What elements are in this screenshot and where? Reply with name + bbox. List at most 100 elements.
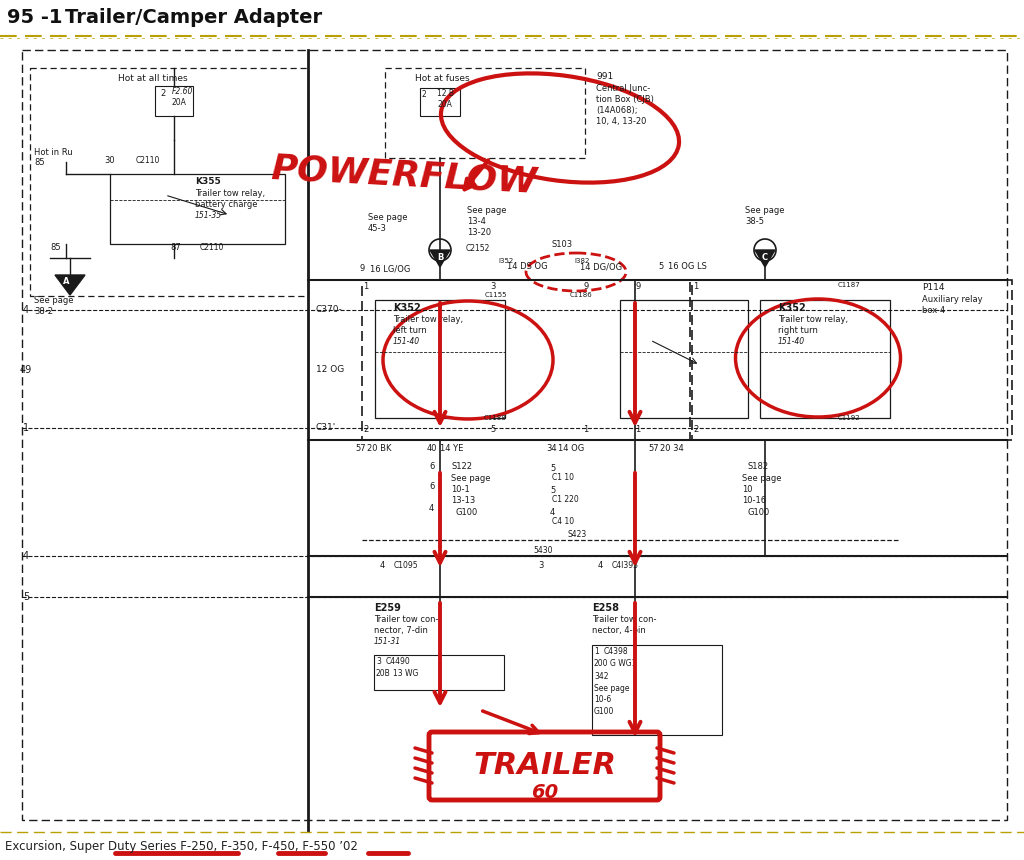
Text: 5: 5	[550, 464, 555, 473]
Text: 6: 6	[429, 482, 434, 491]
Text: 200: 200	[594, 659, 608, 668]
Text: See page: See page	[594, 684, 630, 693]
Bar	[385, 68, 585, 158]
Text: Trailer/Camper Adapter: Trailer/Camper Adapter	[65, 8, 323, 27]
Text: 5: 5	[490, 425, 496, 434]
Text: 151-40: 151-40	[778, 337, 805, 346]
Text: C1155: C1155	[485, 292, 508, 298]
Text: 40: 40	[427, 444, 437, 453]
Text: 13-20: 13-20	[467, 228, 492, 237]
Text: S182: S182	[748, 462, 769, 471]
Text: C1192: C1192	[838, 415, 860, 421]
Text: G WG1: G WG1	[610, 659, 636, 668]
Text: 4: 4	[23, 305, 29, 315]
Text: G100: G100	[748, 508, 770, 517]
Text: S103: S103	[552, 240, 573, 249]
Text: Trailer tow con-: Trailer tow con-	[592, 615, 656, 624]
Text: K352: K352	[778, 303, 806, 313]
Text: Hot in Ru: Hot in Ru	[34, 148, 73, 157]
Text: See page: See page	[34, 296, 74, 305]
Text: 38-2: 38-2	[34, 307, 53, 316]
Text: 85: 85	[34, 158, 45, 167]
Text: C4 10: C4 10	[552, 517, 574, 526]
Text: A: A	[62, 277, 70, 286]
Text: C4398: C4398	[604, 647, 629, 656]
Text: tion Box (CJB): tion Box (CJB)	[596, 95, 654, 104]
Text: C2110: C2110	[200, 243, 224, 252]
Text: 45-3: 45-3	[368, 224, 387, 233]
Text: battery charge: battery charge	[195, 200, 257, 209]
Text: Auxiliary relay: Auxiliary relay	[922, 295, 983, 304]
Polygon shape	[755, 250, 775, 267]
Bar	[420, 88, 460, 116]
Bar	[760, 300, 890, 418]
Text: 1: 1	[635, 425, 640, 434]
Bar	[30, 68, 308, 296]
Text: left turn: left turn	[393, 326, 427, 335]
Text: 4: 4	[23, 551, 29, 561]
Text: 38-5: 38-5	[745, 217, 764, 226]
Text: 14 OG: 14 OG	[558, 444, 585, 453]
Polygon shape	[55, 275, 85, 295]
Text: See page: See page	[368, 213, 408, 222]
Text: See page: See page	[451, 474, 490, 483]
Text: C31': C31'	[316, 423, 336, 433]
Text: 4: 4	[550, 508, 555, 517]
Text: 10-6: 10-6	[594, 695, 611, 704]
Text: 20A: 20A	[437, 100, 452, 109]
Text: C1095: C1095	[394, 561, 419, 570]
Text: 13-13: 13-13	[451, 496, 475, 505]
Text: 3: 3	[538, 561, 544, 570]
Text: 151-31: 151-31	[374, 637, 401, 646]
Text: 5: 5	[658, 262, 664, 271]
Bar	[592, 645, 722, 735]
Text: 1: 1	[23, 423, 29, 433]
Text: 20A: 20A	[172, 98, 186, 107]
Text: nector, 4-pin: nector, 4-pin	[592, 626, 646, 635]
Text: 95 -1: 95 -1	[7, 8, 62, 27]
Bar	[374, 655, 504, 690]
Text: 1: 1	[583, 425, 588, 434]
Text: 10-1: 10-1	[451, 485, 470, 494]
Text: Hot at fuses: Hot at fuses	[415, 74, 470, 83]
Text: C370-: C370-	[316, 305, 343, 315]
Text: 5: 5	[23, 592, 29, 602]
Text: C1 220: C1 220	[552, 495, 579, 504]
Text: K355: K355	[195, 177, 221, 186]
Text: See page: See page	[742, 474, 781, 483]
Text: nector, 7-din: nector, 7-din	[374, 626, 428, 635]
Text: C1 10: C1 10	[552, 473, 574, 482]
Text: 10-16: 10-16	[742, 496, 766, 505]
Text: C4490: C4490	[386, 657, 411, 666]
Text: 20 BK: 20 BK	[367, 444, 391, 453]
Text: K352: K352	[393, 303, 421, 313]
Text: C1187: C1187	[838, 282, 861, 288]
Text: 151-40: 151-40	[393, 337, 420, 346]
Text: 60: 60	[531, 783, 559, 802]
Text: Trailer tow relay,: Trailer tow relay,	[778, 315, 848, 324]
Text: C1186: C1186	[570, 292, 593, 298]
Text: 20 34: 20 34	[660, 444, 684, 453]
Bar	[110, 174, 285, 244]
Text: 10: 10	[742, 485, 753, 494]
Bar	[362, 280, 690, 440]
Text: I352: I352	[498, 258, 513, 264]
Text: 16 LG/OG: 16 LG/OG	[370, 264, 411, 273]
Text: E259: E259	[374, 603, 400, 613]
Text: 10, 4, 13-20: 10, 4, 13-20	[596, 117, 646, 126]
Text: I382: I382	[574, 258, 590, 264]
Text: Trailer tow con-: Trailer tow con-	[374, 615, 438, 624]
Text: (14A068);: (14A068);	[596, 106, 638, 115]
Text: Central Junc-: Central Junc-	[596, 84, 650, 93]
Text: 2: 2	[693, 425, 698, 434]
Text: S423: S423	[567, 530, 587, 539]
Text: 57: 57	[355, 444, 366, 453]
Text: P114: P114	[922, 283, 944, 292]
Text: 34: 34	[546, 444, 557, 453]
Text: 20B: 20B	[376, 669, 391, 678]
Text: 14 YE: 14 YE	[440, 444, 464, 453]
Text: Excursion, Super Duty Series F-250, F-350, F-450, F-550 ’02: Excursion, Super Duty Series F-250, F-35…	[5, 840, 357, 853]
Text: 13-4: 13-4	[467, 217, 485, 226]
Text: 4: 4	[429, 504, 434, 513]
Text: right turn: right turn	[778, 326, 818, 335]
